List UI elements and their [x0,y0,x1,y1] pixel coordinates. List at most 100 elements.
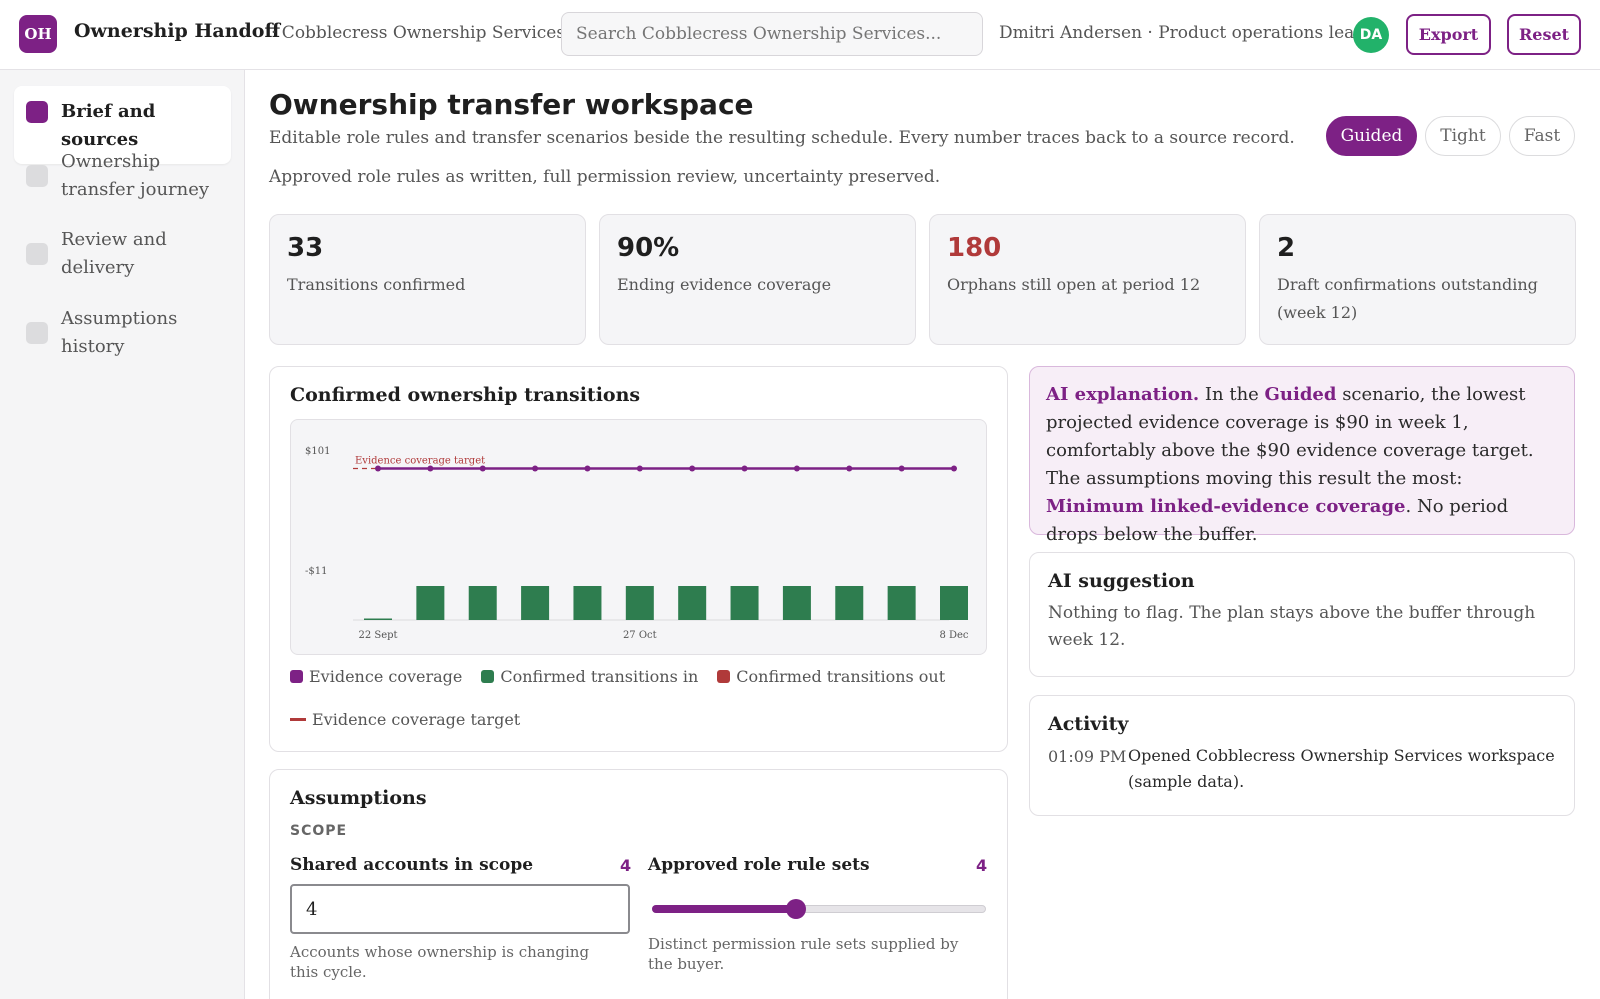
shared-accounts-hint: Accounts whose ownership is changing thi… [290,943,590,981]
bar-transitions-in [782,586,811,620]
activity-panel: Activity 01:09 PM Opened Cobblecress Own… [1029,695,1575,816]
page-title: Ownership transfer workspace [269,88,754,121]
transitions-chart: $101 -$11 Evidence coverage target 22 Sept 2… [305,446,969,641]
bar-transitions-in [678,586,707,620]
ai-suggestion-body: Nothing to flag. The plan stays above th… [1048,603,1536,650]
activity-entry: 01:09 PM Opened Cobblecress Ownership Se… [1048,743,1556,795]
stat-value: 90% [617,233,680,263]
legend-swatch-target [290,718,306,721]
coverage-point [584,465,591,472]
activity-text: Opened Cobblecress Ownership Services wo… [1128,746,1555,791]
legend-swatch-coverage [290,670,303,683]
legend-label-out: Confirmed transitions out [736,667,946,686]
ai-suggestion-panel: AI suggestion Nothing to flag. The plan … [1029,552,1575,677]
coverage-point [898,465,905,472]
search-input[interactable] [561,12,983,56]
x-tick-label: 8 Dec [939,630,968,641]
ai-explanation-lead: AI explanation. [1046,384,1200,405]
sidebar-item-indicator [26,322,48,344]
chart-legend: Evidence coverage Confirmed transitions … [290,667,945,686]
chart-area: $101 -$11 Evidence coverage target 22 Sept 2… [290,419,987,655]
coverage-point [479,465,486,472]
scenario-guided-button[interactable]: Guided [1326,116,1417,156]
sidebar-item-brief-and-sources[interactable]: Brief and sources [14,86,231,164]
ai-explanation-panel: AI explanation. In the Guided scenario, … [1029,366,1575,545]
sidebar-item-review-and-delivery[interactable]: Review and delivery [14,223,231,285]
sidebar-item-label: Assumptions history [61,308,178,357]
org-name: · Cobblecress Ownership Services [271,23,566,43]
legend-label-coverage: Evidence coverage [309,667,463,686]
avatar[interactable]: DA [1353,17,1389,53]
assumptions-card: Assumptions SCOPE Shared accounts in sco… [269,769,1008,999]
coverage-point [532,465,539,472]
legend-label-in: Confirmed transitions in [500,667,699,686]
chart-legend-target: Evidence coverage target [290,710,520,729]
stat-label: Orphans still open at period 12 [947,275,1201,294]
sidebar-item-label: Ownership transfer journey [61,151,210,200]
coverage-point [689,465,696,472]
stat-label: Transitions confirmed [287,275,466,294]
activity-title: Activity [1048,713,1129,735]
coverage-point [846,465,853,472]
ai-explanation-text: . No period drops below the buffer. [1046,496,1509,545]
bar-transitions-in [625,586,654,620]
bar-transitions-in [730,586,759,620]
scenario-tight-button[interactable]: Tight [1425,116,1501,156]
sidebar: Brief and sources Ownership transfer jou… [0,70,245,999]
ai-explanation-text: In the [1199,384,1265,405]
ai-explanation-scenario[interactable]: Guided [1264,384,1337,405]
sidebar-item-indicator [26,165,48,187]
stat-label: Draft confirmations outstanding (week 12… [1277,275,1538,322]
sidebar-item-ownership-transfer-journey[interactable]: Ownership transfer journey [14,145,231,207]
stat-value: 2 [1277,233,1296,263]
coverage-point [951,465,957,472]
bar-transitions-in [364,618,392,620]
x-tick-label: 22 Sept [358,630,397,641]
stat-value: 33 [287,233,324,263]
ai-suggestion-title: AI suggestion [1048,570,1195,592]
stat-label: Ending evidence coverage [617,275,832,294]
role-rule-sets-slider-fill [652,905,796,913]
user-label: Dmitri Andersen · Product operations lea… [999,23,1366,43]
bar-transitions-in [573,586,602,620]
ai-explanation-driver-link[interactable]: Minimum linked-evidence coverage [1046,496,1406,517]
activity-time: 01:09 PM [1048,747,1127,766]
ai-explanation-text: scenario, the lowest projected evidence … [1046,384,1534,489]
scenario-fast-button[interactable]: Fast [1509,116,1575,156]
coverage-point [741,465,748,472]
x-tick-label: 27 Oct [623,630,657,641]
shared-accounts-value: 4 [620,856,632,875]
coverage-point [375,465,381,472]
transitions-chart-card: Confirmed ownership transitions $101 -$11… [269,366,1008,752]
role-rule-sets-slider-thumb[interactable] [786,899,806,919]
app-title: Ownership Handoff [74,20,281,42]
top-bar: OH Ownership Handoff · Cobblecress Owner… [0,0,1600,70]
role-rule-sets-label: Approved role rule sets [648,855,870,875]
legend-label-target: Evidence coverage target [312,710,521,729]
bar-transitions-in [468,586,497,620]
bar-transitions-in [940,586,968,620]
role-rule-sets-value: 4 [976,856,988,875]
shared-accounts-input[interactable] [290,884,630,934]
bar-transitions-in [416,586,445,620]
bar-transitions-in [835,586,864,620]
stat-card-orphans-open: 180 Orphans still open at period 12 [929,214,1246,345]
export-button[interactable]: Export [1406,14,1491,55]
sidebar-item-assumptions-history[interactable]: Assumptions history [14,302,231,364]
bar-transitions-in [887,586,916,620]
stat-card-draft-confirmations: 2 Draft confirmations outstanding (week … [1259,214,1576,345]
scenario-note: Approved role rules as written, full per… [269,167,941,187]
coverage-point [427,465,434,472]
legend-swatch-out [717,670,731,683]
y-tick-label: -$11 [305,566,327,577]
reset-button[interactable]: Reset [1507,14,1581,55]
stat-card-transitions-confirmed: 33 Transitions confirmed [269,214,586,345]
coverage-point [636,465,643,472]
role-rule-sets-hint: Distinct permission rule sets supplied b… [648,935,959,973]
stat-card-evidence-coverage: 90% Ending evidence coverage [599,214,916,345]
page-subtitle: Editable role rules and transfer scenari… [269,128,1295,148]
coverage-point [793,465,800,472]
sidebar-item-label: Brief and sources [61,101,156,150]
sidebar-item-indicator [26,101,48,123]
chart-card-title: Confirmed ownership transitions [290,384,641,406]
